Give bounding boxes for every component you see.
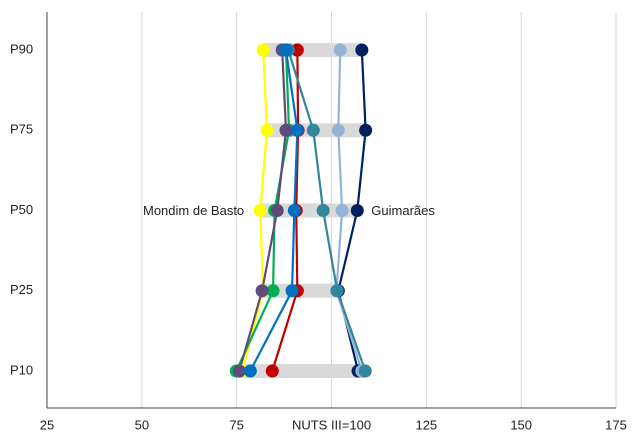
series-dot xyxy=(243,364,257,378)
y-tick-label: P25 xyxy=(10,282,33,297)
y-tick-label: P10 xyxy=(10,362,33,377)
annotation: Guimarães xyxy=(371,203,435,218)
series-dot xyxy=(290,123,304,137)
x-tick-label: NUTS III=100 xyxy=(292,417,371,432)
x-tick-label: 75 xyxy=(229,417,243,432)
series-dot xyxy=(260,123,274,137)
y-tick-label: P90 xyxy=(10,41,33,56)
series-dot xyxy=(333,43,347,57)
series-dot xyxy=(287,204,301,217)
series-dot xyxy=(256,43,270,57)
series-dot xyxy=(279,123,293,137)
range-bar xyxy=(260,203,358,218)
x-tick-label: 125 xyxy=(415,417,437,432)
y-tick-label: P50 xyxy=(10,202,33,217)
series-dot xyxy=(253,204,267,217)
series-dot xyxy=(285,284,299,298)
series-dot xyxy=(279,43,293,57)
series-dot xyxy=(350,204,364,217)
series-dot xyxy=(359,123,373,137)
x-tick-label: 25 xyxy=(40,417,54,432)
series-dot xyxy=(255,284,269,298)
series-dot xyxy=(330,284,344,298)
series-dot xyxy=(290,43,304,57)
series-dot xyxy=(355,43,369,57)
y-tick-label: P75 xyxy=(10,122,33,137)
series-dot xyxy=(306,123,320,137)
series-dot xyxy=(270,204,284,217)
series-dot xyxy=(358,364,372,378)
x-tick-label: 150 xyxy=(510,417,532,432)
series-dot xyxy=(335,204,349,217)
series-dot xyxy=(316,204,330,217)
x-tick-label: 50 xyxy=(135,417,149,432)
series-dot xyxy=(232,364,246,378)
series-dot xyxy=(331,123,345,137)
annotation: Mondim de Basto xyxy=(143,203,244,218)
series-dot xyxy=(266,284,280,298)
x-tick-label: 175 xyxy=(605,417,627,432)
series-dot xyxy=(265,364,279,378)
